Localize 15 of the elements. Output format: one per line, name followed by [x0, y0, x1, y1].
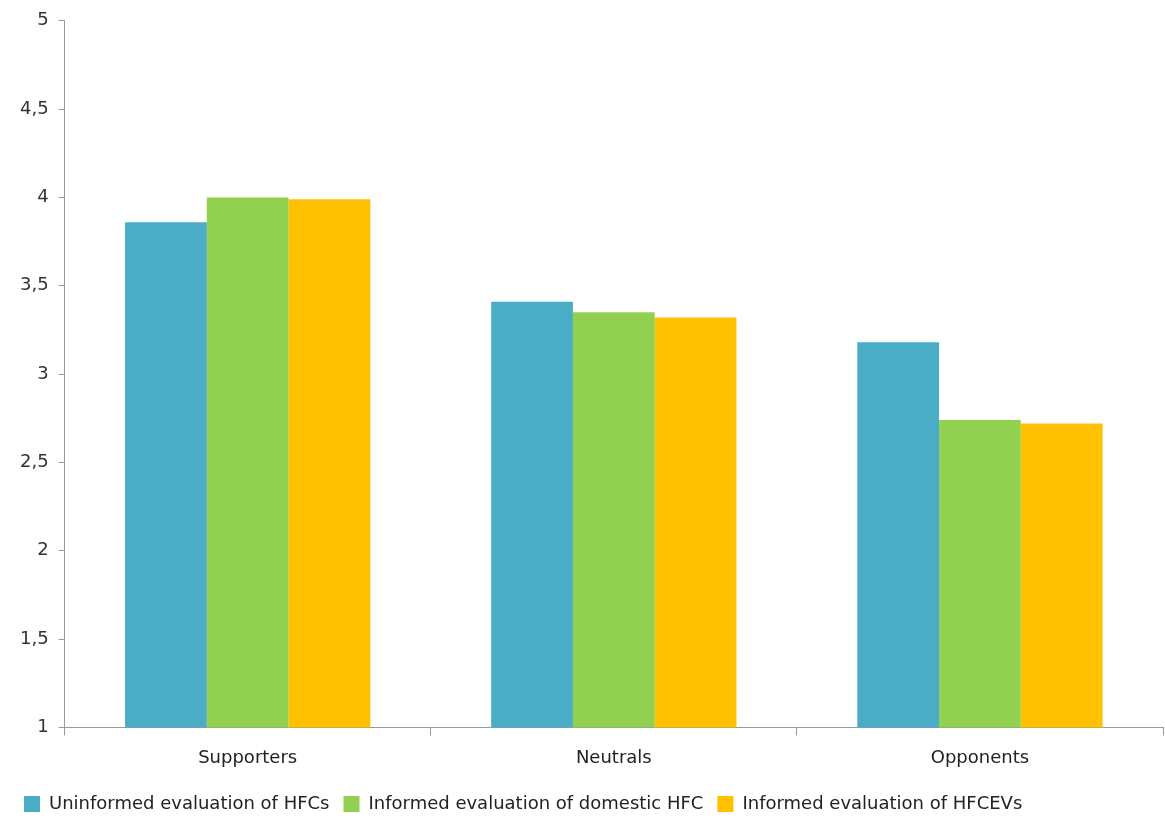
legend-label: Informed evaluation of domestic HFC — [368, 791, 704, 813]
y-tick-label: 2 — [37, 538, 49, 560]
y-tick-label: 5 — [37, 8, 49, 30]
y-tick-label: 1,5 — [19, 626, 49, 648]
x-tick-label: Supporters — [198, 745, 298, 767]
y-tick-label: 2,5 — [19, 450, 49, 472]
x-tick-label: Neutrals — [575, 745, 652, 767]
y-tick-label: 3,5 — [19, 273, 49, 295]
y-tick-label: 3 — [37, 361, 49, 383]
legend-label: Uninformed evaluation of HFCs — [49, 791, 330, 813]
x-tick-label: Opponents — [930, 745, 1030, 767]
y-tick-label: 1 — [37, 715, 49, 737]
y-tick-label: 4,5 — [19, 96, 49, 118]
legend-label: Informed evaluation of HFCEVs — [742, 791, 1023, 813]
y-tick-label: 4 — [37, 185, 49, 207]
